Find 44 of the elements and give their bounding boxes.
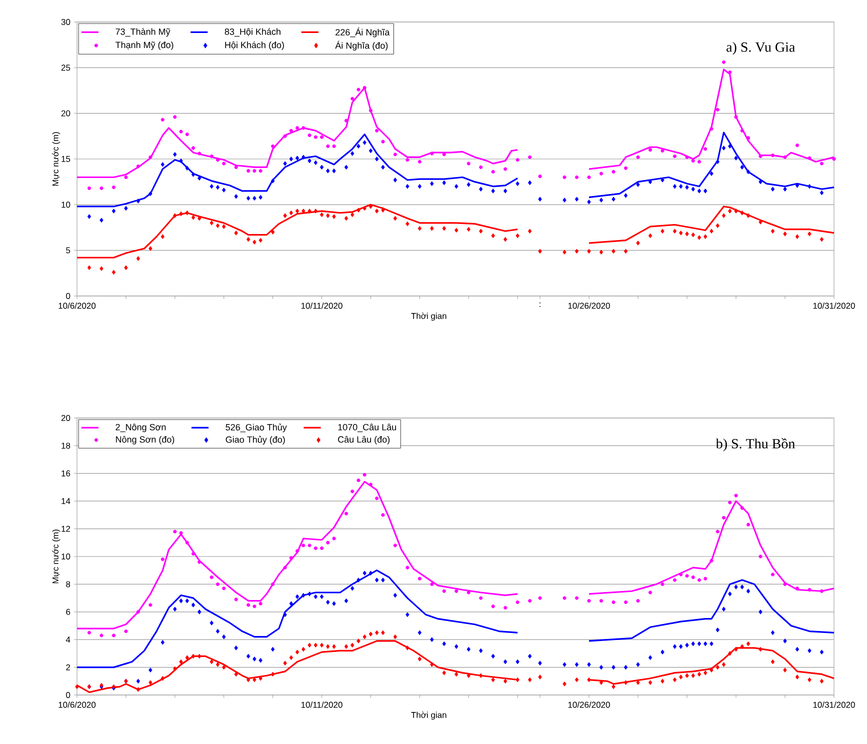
y-tick-label: 16 [62,470,70,476]
x-tick-label: 10/11/2020 [301,302,342,309]
y-tick-label: 6 [66,608,70,615]
legend-label: 73_Thành Mỹ [116,28,170,37]
y-tick-label: 25 [61,64,70,71]
y-tick-label: 0 [66,292,70,299]
x-tick-label: 10/11/2020 [301,702,342,708]
y-tick-label: 10 [62,553,70,560]
legend-label: Giao Thủy (đo) [226,436,285,445]
legend-label: Thạnh Mỹ (đo) [115,42,174,50]
legend-label: 2_Nông Sơn [116,424,166,432]
legend-label: Nông Sơn (đo) [116,436,174,444]
legend-label: 1070_Câu Lâu [338,424,396,432]
y-tick-label: 10 [62,202,70,208]
y-tick-label: 18 [62,442,70,449]
legend-label: Ái Nghĩa (đo) [335,40,388,51]
annotation: a) S. Vu Gia [726,42,795,55]
y-tick-label: 2 [66,664,70,670]
y-tick-label: 0 [66,692,70,698]
x-tick-label: 10/6/2020 [58,702,96,708]
y-tick-label: 4 [66,636,70,643]
legend-label: Câu Lâu (đo) [338,436,390,444]
y-axis-title: Mực nước (m) [52,530,60,584]
x-tick-label: 10/31/2020 [813,702,855,708]
y-tick-label: 30 [61,18,70,25]
x-tick-label: 10/31/2020 [813,302,855,309]
x-axis-title: Thời gian [411,712,446,720]
y-tick-label: 8 [66,581,70,588]
legend-label: Hội Khách (đo) [225,41,284,50]
legend-label: 526_Giao Thủy [226,424,287,432]
y-tick-label: 5 [66,247,70,254]
x-tick-label: 10/26/2020 [568,302,610,309]
y-tick-label: 20 [61,414,70,421]
y-axis-title: Mực nước (m) [52,132,60,186]
y-tick-label: 20 [61,110,70,116]
x-tick-label: 10/6/2020 [58,302,96,309]
legend-label: 83_Hội Khách [224,28,280,37]
y-tick-label: 12 [62,526,70,532]
legend-label: 226_Ái Nghĩa [336,28,390,38]
annotation: b) S. Thu Bồn [716,438,795,452]
x-axis-title: Thời gian [411,312,446,321]
y-tick-label: 15 [62,156,70,162]
x-tick-label: 10/26/2020 [568,702,610,708]
y-tick-label: 14 [62,498,70,504]
